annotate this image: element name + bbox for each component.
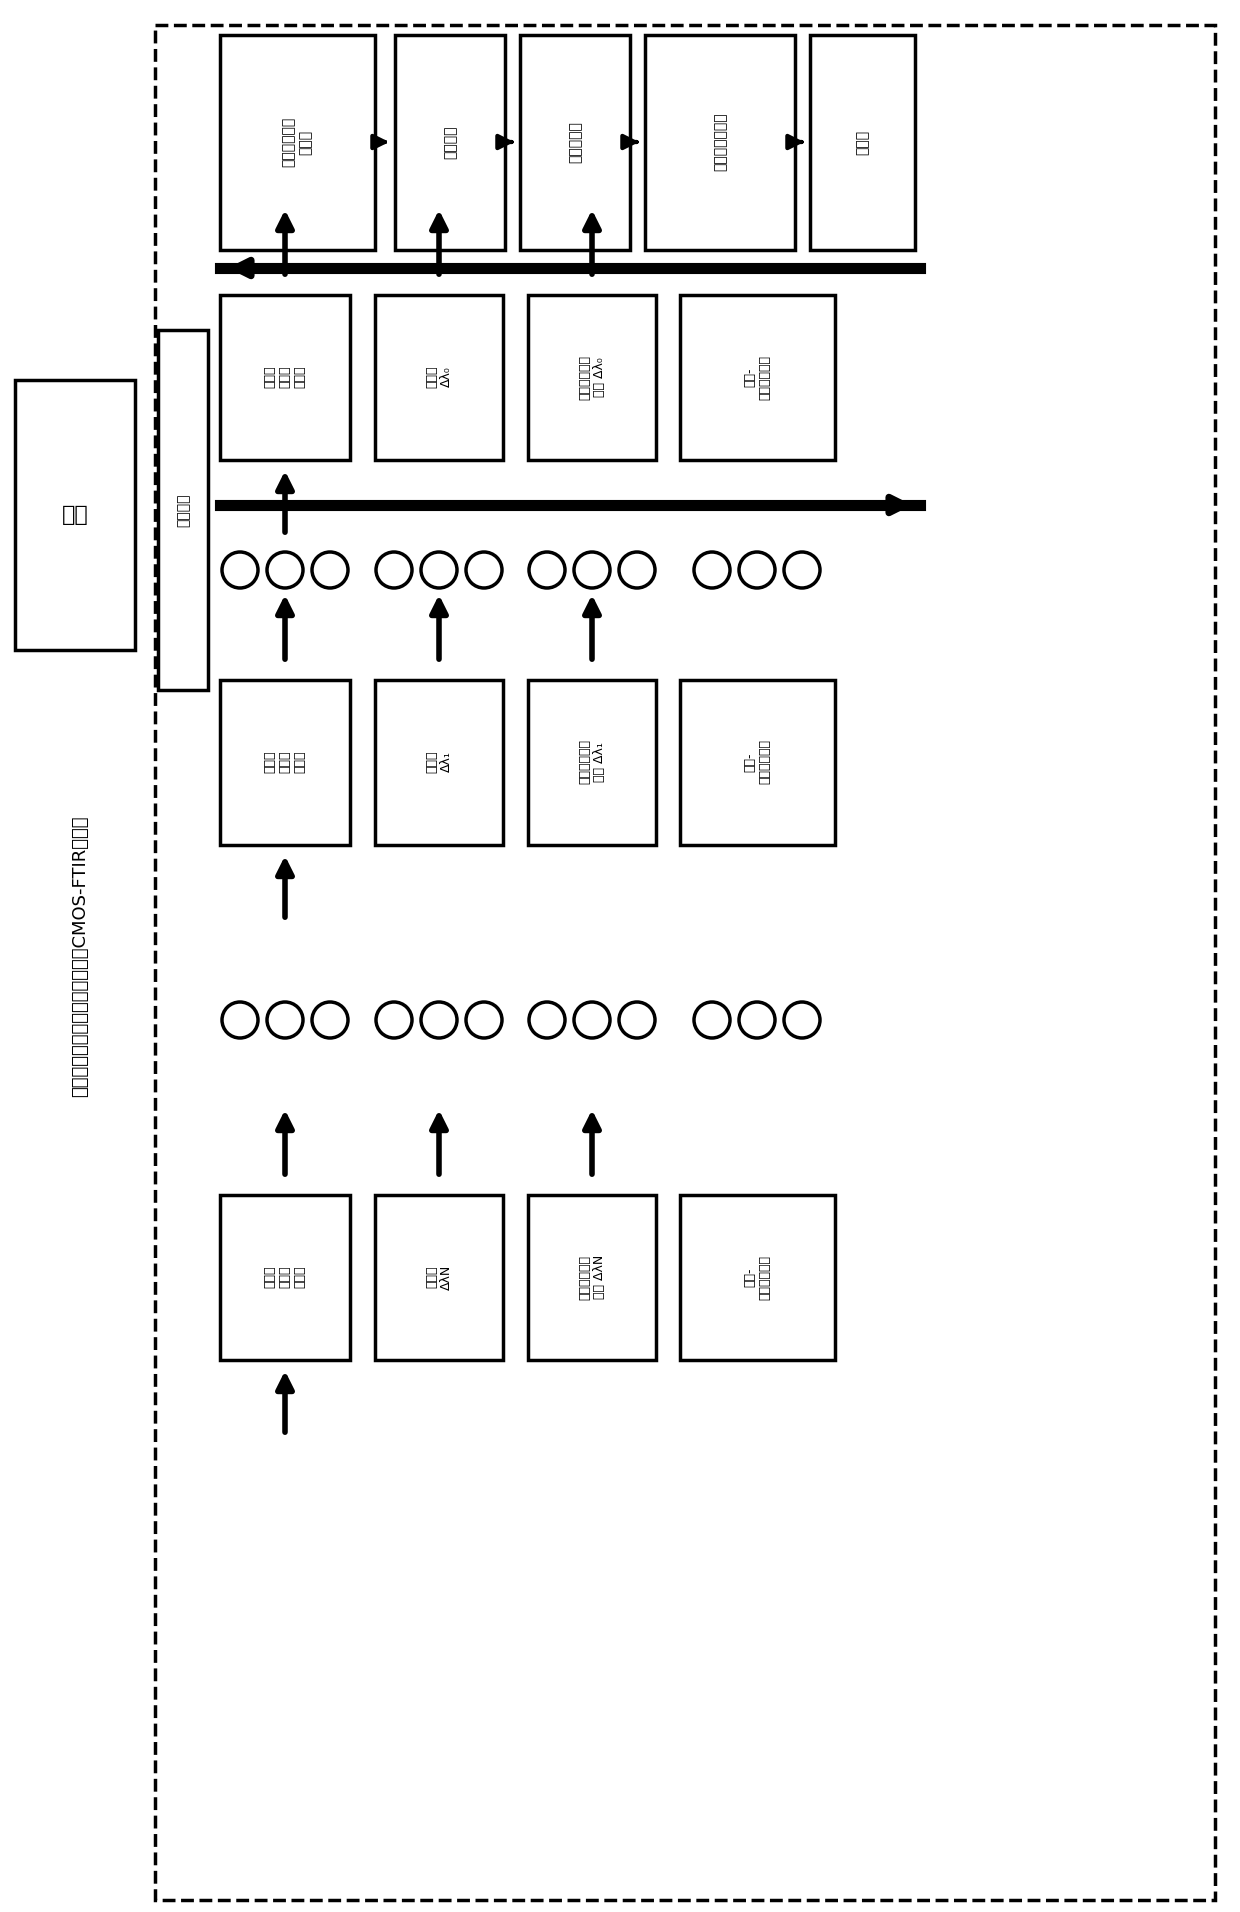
Bar bbox=[219, 294, 350, 461]
Text: 布拉格光栅滤
波器 Δλ₁: 布拉格光栅滤 波器 Δλ₁ bbox=[578, 740, 606, 784]
Bar bbox=[396, 34, 505, 250]
Text: 样本: 样本 bbox=[62, 505, 88, 526]
Bar bbox=[219, 1195, 350, 1359]
Text: 非晶硅红外光
侦测器: 非晶硅红外光 侦测器 bbox=[281, 117, 312, 166]
Bar bbox=[680, 1195, 835, 1359]
Bar bbox=[374, 1195, 503, 1359]
Bar bbox=[219, 34, 374, 250]
Text: 布拉格光栅滤
波器 Δλ₀: 布拉格光栅滤 波器 Δλ₀ bbox=[578, 354, 606, 400]
Bar bbox=[374, 681, 503, 845]
Bar bbox=[528, 294, 656, 461]
Text: 集成于硅品绝缘体品圆上的整合CMOS-FTIR光谱仪: 集成于硅品绝缘体品圆上的整合CMOS-FTIR光谱仪 bbox=[71, 815, 89, 1097]
Text: 硅波导
Δλ₀: 硅波导 Δλ₀ bbox=[425, 365, 453, 388]
Bar bbox=[528, 681, 656, 845]
Bar bbox=[157, 331, 208, 690]
Text: 读出数值: 读出数值 bbox=[443, 126, 458, 159]
Text: 马赫-
曾得耳干涉仪: 马赫- 曾得耳干涉仪 bbox=[743, 354, 771, 400]
Text: 存储器: 存储器 bbox=[856, 130, 869, 155]
Text: 碳化硅
红外光
发射器: 碳化硅 红外光 发射器 bbox=[263, 1266, 306, 1289]
Bar bbox=[219, 681, 350, 845]
Text: 碳化硅
红外光
发射器: 碳化硅 红外光 发射器 bbox=[263, 751, 306, 772]
Bar bbox=[15, 380, 135, 650]
Bar bbox=[680, 681, 835, 845]
Bar bbox=[528, 1195, 656, 1359]
Text: 布拉格光栅滤
波器 ΔλN: 布拉格光栅滤 波器 ΔλN bbox=[578, 1254, 606, 1300]
Bar bbox=[374, 294, 503, 461]
Text: 碳化硅
红外光
发射器: 碳化硅 红外光 发射器 bbox=[263, 365, 306, 388]
Text: 马赫-
曾得耳干涉仪: 马赫- 曾得耳干涉仪 bbox=[743, 740, 771, 784]
Text: 采样接口: 采样接口 bbox=[176, 493, 190, 526]
Text: 快速傅立叶变换: 快速傅立叶变换 bbox=[713, 113, 727, 172]
Text: 马赫-
曾得耳干涉仪: 马赫- 曾得耳干涉仪 bbox=[743, 1254, 771, 1300]
Bar bbox=[520, 34, 630, 250]
Bar bbox=[645, 34, 795, 250]
Text: 硅波导
ΔλN: 硅波导 ΔλN bbox=[425, 1264, 453, 1289]
Bar bbox=[155, 25, 1215, 1901]
Bar bbox=[810, 34, 915, 250]
Text: 硅波导
Δλ₁: 硅波导 Δλ₁ bbox=[425, 751, 453, 772]
Bar bbox=[680, 294, 835, 461]
Text: 模数转换器: 模数转换器 bbox=[568, 120, 582, 163]
